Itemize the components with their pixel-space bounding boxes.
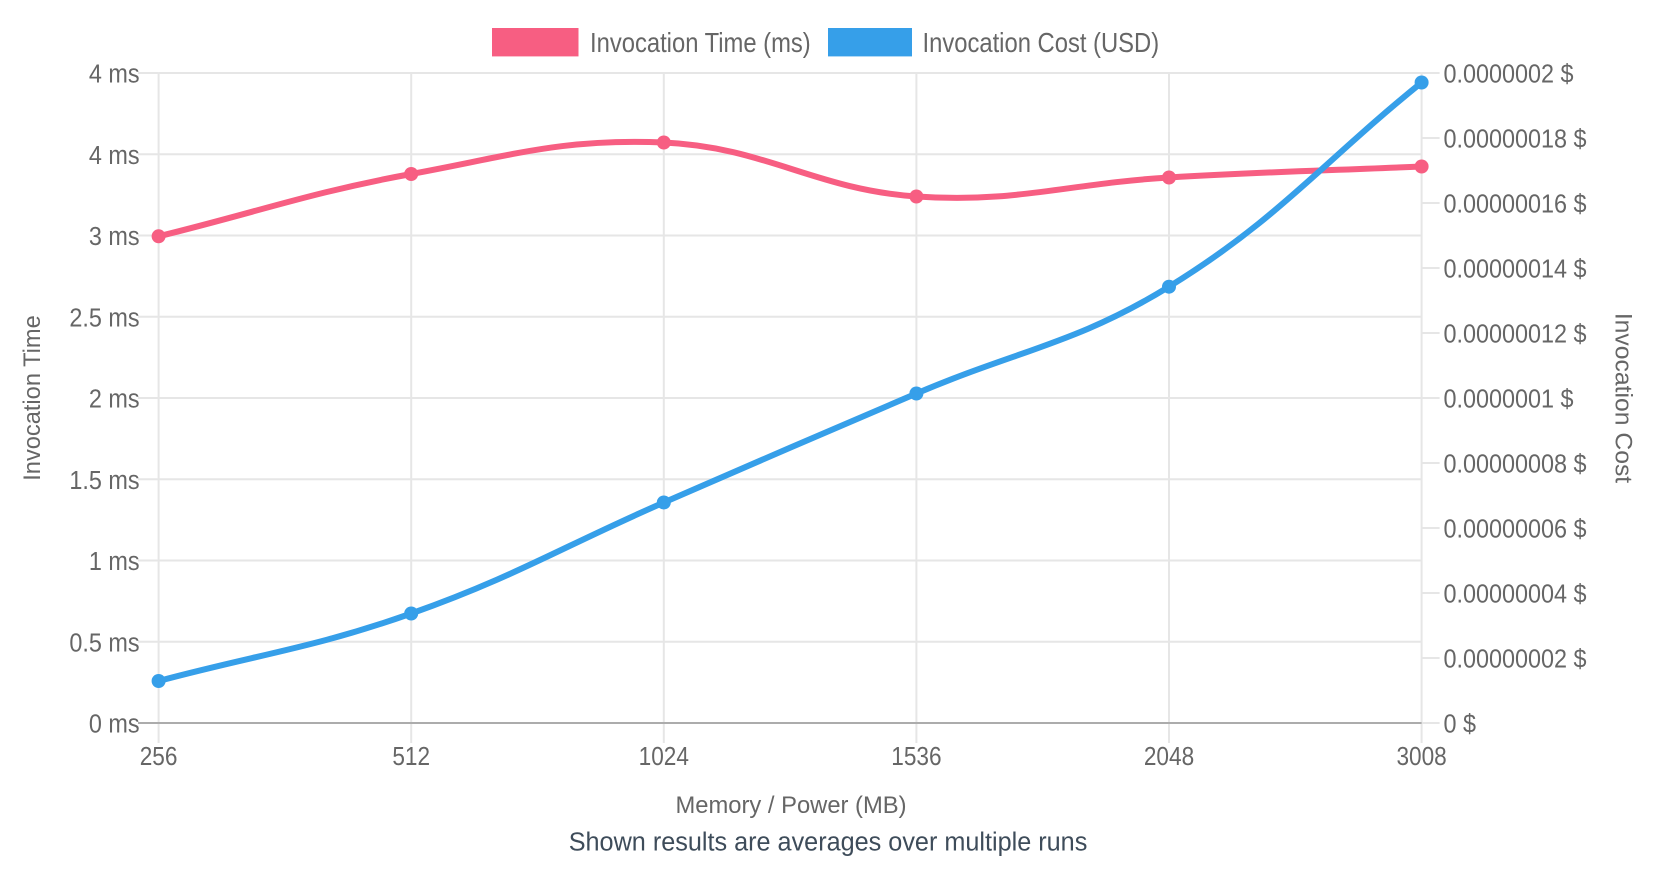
svg-text:256: 256 (140, 743, 178, 772)
svg-text:0 $: 0 $ (1444, 710, 1477, 738)
svg-text:2.5 ms: 2.5 ms (69, 304, 139, 332)
svg-text:0.00000014 $: 0.00000014 $ (1444, 255, 1587, 283)
svg-text:0 ms: 0 ms (89, 710, 140, 738)
svg-text:0.00000016 $: 0.00000016 $ (1444, 190, 1587, 218)
svg-text:4 ms: 4 ms (89, 60, 140, 88)
svg-text:1024: 1024 (639, 743, 689, 772)
svg-text:0.00000006 $: 0.00000006 $ (1444, 515, 1587, 543)
svg-text:Invocation Cost (USD): Invocation Cost (USD) (923, 26, 1160, 58)
svg-text:Invocation Cost: Invocation Cost (1610, 313, 1637, 484)
svg-text:0.0000002 $: 0.0000002 $ (1444, 60, 1574, 88)
svg-text:0.00000012 $: 0.00000012 $ (1444, 320, 1587, 348)
svg-text:2048: 2048 (1144, 743, 1194, 772)
svg-text:1.5 ms: 1.5 ms (69, 467, 139, 495)
svg-text:Invocation Time (ms): Invocation Time (ms) (590, 26, 811, 58)
svg-text:0.0000001 $: 0.0000001 $ (1444, 385, 1574, 413)
svg-text:4 ms: 4 ms (89, 142, 140, 170)
svg-text:0.00000018 $: 0.00000018 $ (1444, 125, 1587, 153)
svg-text:2 ms: 2 ms (89, 385, 140, 413)
svg-text:Memory / Power (MB): Memory / Power (MB) (676, 792, 907, 819)
svg-text:0.00000008 $: 0.00000008 $ (1444, 450, 1587, 478)
svg-text:3008: 3008 (1396, 743, 1446, 772)
svg-text:0.00000002 $: 0.00000002 $ (1444, 645, 1587, 673)
svg-text:3 ms: 3 ms (89, 223, 140, 251)
svg-text:1 ms: 1 ms (89, 548, 140, 576)
svg-text:1536: 1536 (891, 743, 941, 772)
svg-text:0.00000004 $: 0.00000004 $ (1444, 580, 1587, 608)
svg-text:0.5 ms: 0.5 ms (69, 629, 139, 657)
svg-text:Shown results are averages ove: Shown results are averages over multiple… (569, 828, 1088, 856)
svg-text:Invocation Time: Invocation Time (19, 315, 46, 481)
svg-text:512: 512 (392, 743, 430, 772)
